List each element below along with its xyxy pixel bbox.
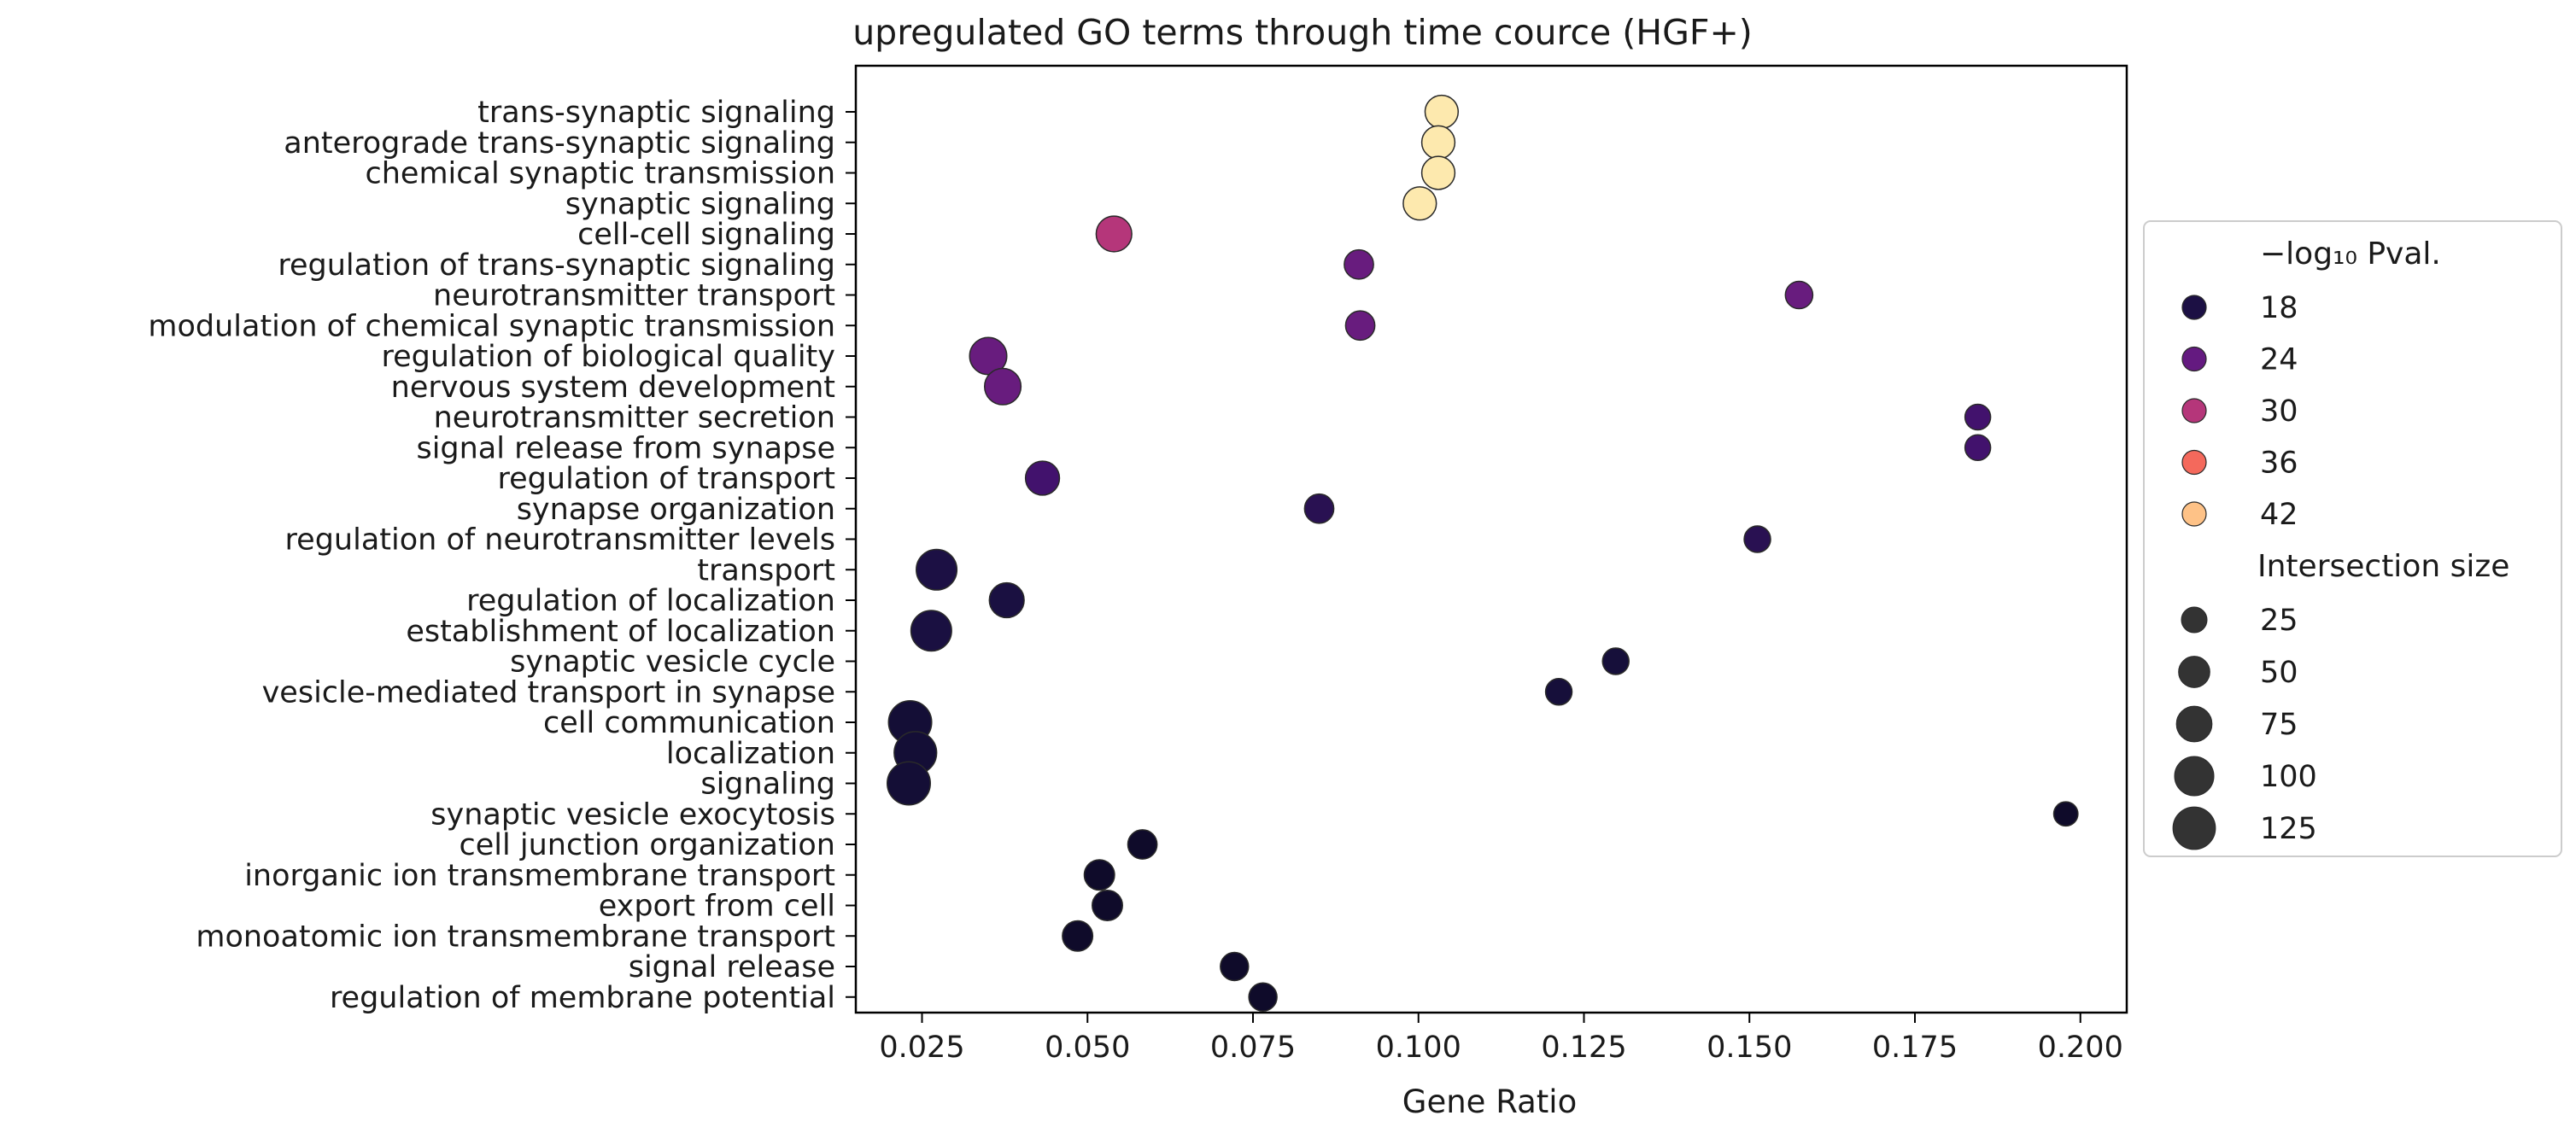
size-legend-label: 50 — [2260, 656, 2298, 690]
size-legend-label: 125 — [2260, 812, 2317, 846]
x-tick-label: 0.200 — [2038, 1031, 2123, 1065]
y-tick-label: signal release from synapse — [416, 431, 835, 465]
data-point — [1424, 94, 1460, 130]
data-point — [1743, 525, 1771, 553]
size-legend-marker — [2181, 606, 2208, 634]
y-tick-label: neurotransmitter transport — [433, 279, 835, 313]
data-point — [1024, 460, 1061, 496]
x-tick-label: 0.125 — [1541, 1031, 1626, 1065]
y-tick-label: localization — [666, 737, 835, 771]
color-legend-label: 24 — [2260, 343, 2298, 377]
data-point — [1248, 982, 1278, 1012]
chart-title: upregulated GO terms through time cource… — [852, 12, 1753, 53]
data-point — [1402, 186, 1437, 221]
y-tick-label: regulation of membrane potential — [330, 981, 835, 1015]
size-legend-marker — [2175, 705, 2213, 743]
y-tick-label: cell-cell signaling — [577, 218, 835, 252]
data-point — [1420, 125, 1456, 160]
y-tick-label: modulation of chemical synaptic transmis… — [148, 309, 835, 343]
y-tick-label: synapse organization — [517, 493, 835, 527]
x-tick-label: 0.050 — [1045, 1031, 1130, 1065]
size-legend-label: 25 — [2260, 604, 2298, 638]
data-point — [910, 610, 952, 652]
color-legend-marker — [2181, 398, 2207, 423]
data-point — [983, 367, 1022, 406]
color-legend-label: 36 — [2260, 447, 2298, 481]
plot-area — [854, 64, 2128, 1014]
data-point — [1095, 215, 1133, 253]
data-point — [1083, 859, 1115, 891]
data-point — [988, 581, 1025, 619]
data-point — [1344, 310, 1376, 342]
y-tick-label: chemical synaptic transmission — [365, 157, 835, 191]
data-point — [1303, 493, 1335, 524]
x-tick-label: 0.100 — [1376, 1031, 1461, 1065]
y-tick-label: regulation of trans-synaptic signaling — [278, 248, 835, 283]
color-legend-marker — [2181, 295, 2207, 320]
data-point — [1601, 647, 1630, 675]
x-tick-label: 0.025 — [879, 1031, 964, 1065]
data-point — [1344, 248, 1374, 280]
data-point — [1784, 280, 1814, 310]
y-tick-label: regulation of neurotransmitter levels — [285, 523, 835, 558]
size-legend-title: Intersection size — [2257, 549, 2509, 584]
x-tick-label: 0.150 — [1707, 1031, 1792, 1065]
plot-frame — [854, 64, 2128, 1014]
data-point — [1964, 403, 1992, 431]
y-tick-label: neurotransmitter secretion — [434, 401, 835, 435]
y-tick-label: inorganic ion transmembrane transport — [244, 859, 835, 893]
y-tick-label: regulation of localization — [466, 584, 835, 618]
points-layer — [887, 94, 2079, 1012]
data-point — [1062, 920, 1094, 952]
size-legend-marker — [2178, 656, 2210, 688]
data-point — [887, 761, 931, 806]
y-tick-label: signaling — [700, 768, 835, 802]
y-tick-label: vesicle-mediated transport in synapse — [262, 675, 835, 710]
x-tick-label: 0.075 — [1210, 1031, 1296, 1065]
y-tick-label: synaptic vesicle cycle — [510, 645, 835, 680]
color-legend-label: 30 — [2260, 394, 2298, 429]
y-tick-label: signal release — [629, 950, 835, 984]
y-tick-label: establishment of localization — [406, 615, 835, 649]
data-point — [1127, 829, 1158, 860]
color-legend-label: 42 — [2260, 498, 2298, 532]
size-legend-marker — [2174, 756, 2215, 797]
y-tick-label: transport — [697, 553, 835, 587]
data-point — [916, 548, 958, 591]
data-point — [1544, 678, 1573, 706]
y-tick-label: trans-synaptic signaling — [477, 96, 835, 130]
color-legend-label: 18 — [2260, 291, 2298, 325]
data-point — [1964, 434, 1992, 461]
color-legend-title: −log₁₀ Pval. — [2260, 237, 2441, 272]
data-point — [2052, 801, 2079, 827]
size-legend-label: 75 — [2260, 708, 2298, 742]
color-legend-marker — [2181, 501, 2207, 527]
y-tick-label: regulation of biological quality — [382, 340, 835, 374]
color-legend-marker — [2181, 346, 2207, 372]
size-legend-marker — [2172, 806, 2216, 850]
y-tick-label: monoatomic ion transmembrane transport — [196, 920, 835, 954]
y-tick-label: export from cell — [599, 890, 835, 924]
y-tick-label: synaptic signaling — [565, 187, 835, 221]
legend: −log₁₀ Pval. 18 24 30 36 42 Intersection size 2… — [2143, 220, 2562, 857]
data-point — [1092, 890, 1123, 921]
color-legend-marker — [2181, 449, 2207, 476]
y-tick-label: anterograde trans-synaptic signaling — [284, 126, 835, 161]
y-tick-label: regulation of transport — [498, 462, 835, 496]
y-tick-label: cell junction organization — [460, 828, 835, 862]
y-tick-label: synaptic vesicle exocytosis — [430, 797, 835, 832]
legend-box — [2143, 220, 2562, 857]
x-axis: 0.025 0.050 0.075 0.100 0.125 0.150 0.175 0.200 — [879, 1013, 2123, 1065]
y-tick-label: cell communication — [543, 706, 835, 740]
data-point — [1220, 951, 1250, 982]
size-legend-label: 100 — [2260, 760, 2317, 794]
x-tick-label: 0.175 — [1872, 1031, 1958, 1065]
y-tick-label: nervous system development — [391, 371, 835, 405]
data-point — [1420, 155, 1456, 190]
x-axis-label: Gene Ratio — [1402, 1083, 1577, 1120]
